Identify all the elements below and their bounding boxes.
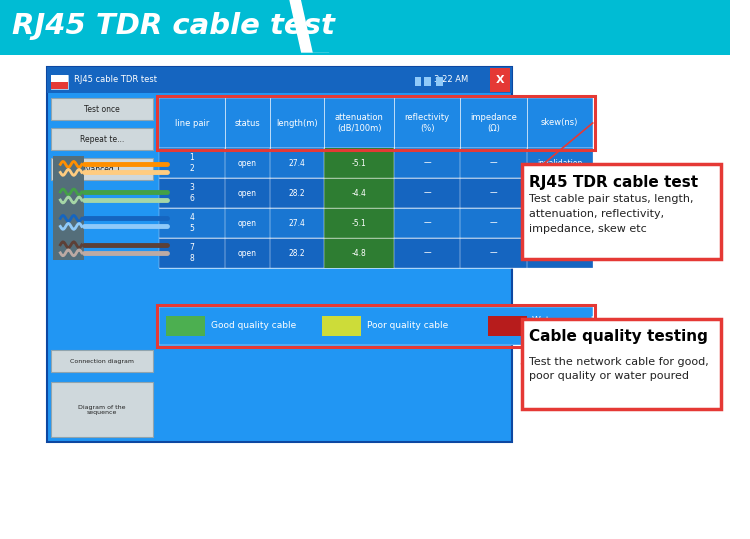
- Text: open: open: [238, 218, 256, 227]
- Text: —: —: [424, 248, 431, 258]
- Bar: [322, 316, 361, 336]
- Text: RJ45 TDR cable test: RJ45 TDR cable test: [12, 12, 334, 40]
- Bar: [50, 75, 68, 82]
- Text: length(m): length(m): [276, 119, 318, 128]
- Text: -4.4: -4.4: [352, 189, 367, 197]
- Text: —: —: [490, 189, 497, 197]
- Bar: [53, 156, 84, 260]
- Text: invalidation: invalidation: [537, 189, 582, 197]
- Polygon shape: [290, 0, 329, 52]
- Text: X: X: [496, 75, 505, 85]
- Text: Poor quality cable: Poor quality cable: [367, 321, 448, 330]
- Bar: [46, 67, 512, 93]
- Bar: [436, 77, 442, 86]
- Text: 3:22 AM: 3:22 AM: [434, 75, 468, 85]
- Bar: [50, 382, 153, 437]
- Text: 1
2: 1 2: [189, 153, 194, 172]
- Text: 27.4: 27.4: [289, 158, 305, 168]
- Text: Connection diagram: Connection diagram: [70, 358, 134, 363]
- Bar: [50, 128, 153, 150]
- Bar: [166, 316, 206, 336]
- Bar: [50, 98, 153, 120]
- Text: reflectivity
(%): reflectivity (%): [405, 113, 450, 133]
- Bar: [159, 208, 592, 238]
- Bar: [50, 82, 68, 89]
- Text: —: —: [490, 248, 497, 258]
- Text: 27.4: 27.4: [289, 218, 305, 227]
- Text: Test cable pair status, length,
attenuation, reflectivity,
impedance, skew etc: Test cable pair status, length, attenuat…: [530, 194, 694, 234]
- Text: Cable quality testing: Cable quality testing: [530, 329, 708, 344]
- Bar: [50, 158, 153, 180]
- Text: status: status: [234, 119, 260, 128]
- Bar: [324, 148, 394, 178]
- Text: —: —: [424, 158, 431, 168]
- Text: 3
6: 3 6: [189, 183, 194, 203]
- Text: Diagram of the
sequence: Diagram of the sequence: [78, 405, 125, 416]
- Bar: [415, 77, 422, 86]
- Bar: [50, 350, 153, 372]
- Text: Test once: Test once: [84, 105, 119, 114]
- Text: 4
5: 4 5: [189, 213, 194, 233]
- Text: invalidation: invalidation: [537, 158, 582, 168]
- Bar: [324, 178, 394, 208]
- Bar: [522, 319, 722, 409]
- Bar: [522, 164, 722, 259]
- Text: —: —: [490, 218, 497, 227]
- Bar: [46, 67, 512, 442]
- Bar: [490, 68, 510, 92]
- Text: 28.2: 28.2: [289, 189, 305, 197]
- Text: -5.1: -5.1: [352, 158, 367, 168]
- Text: line pair: line pair: [175, 119, 209, 128]
- Bar: [159, 178, 592, 208]
- Text: 28.2: 28.2: [289, 248, 305, 258]
- Text: Good quality cable: Good quality cable: [211, 321, 296, 330]
- Text: open: open: [238, 248, 256, 258]
- Text: Test the network cable for good,
poor quality or water poured: Test the network cable for good, poor qu…: [530, 357, 710, 382]
- Text: invalidation: invalidation: [537, 248, 582, 258]
- Bar: [159, 148, 592, 178]
- Text: Repeat te...: Repeat te...: [80, 135, 124, 143]
- Bar: [157, 305, 595, 347]
- Text: RJ45 TDR cable test: RJ45 TDR cable test: [530, 175, 698, 190]
- Bar: [159, 238, 592, 268]
- Bar: [159, 98, 592, 148]
- Bar: [50, 75, 68, 89]
- Text: —: —: [424, 189, 431, 197]
- Bar: [488, 316, 526, 336]
- Text: -4.8: -4.8: [352, 248, 367, 258]
- Bar: [424, 77, 431, 86]
- Text: Advanced T...: Advanced T...: [76, 164, 128, 174]
- Text: open: open: [238, 158, 256, 168]
- Text: -5.1: -5.1: [352, 218, 367, 227]
- Text: attenuation
(dB/100m): attenuation (dB/100m): [334, 113, 383, 133]
- Bar: [324, 238, 394, 268]
- Bar: [157, 96, 595, 150]
- Text: —: —: [490, 158, 497, 168]
- Bar: [159, 307, 592, 345]
- Bar: [0, 0, 730, 52]
- Text: impedance
(Ω): impedance (Ω): [470, 113, 517, 133]
- Bar: [0, 52, 730, 55]
- Text: RJ45 cable TDR test: RJ45 cable TDR test: [74, 75, 157, 85]
- Text: invalidation: invalidation: [537, 218, 582, 227]
- Text: —: —: [424, 218, 431, 227]
- Text: open: open: [238, 189, 256, 197]
- Text: Water poured
cable: Water poured cable: [532, 316, 594, 336]
- Polygon shape: [302, 0, 333, 52]
- Text: skew(ns): skew(ns): [541, 119, 578, 128]
- Text: 7
8: 7 8: [189, 243, 194, 262]
- Bar: [324, 208, 394, 238]
